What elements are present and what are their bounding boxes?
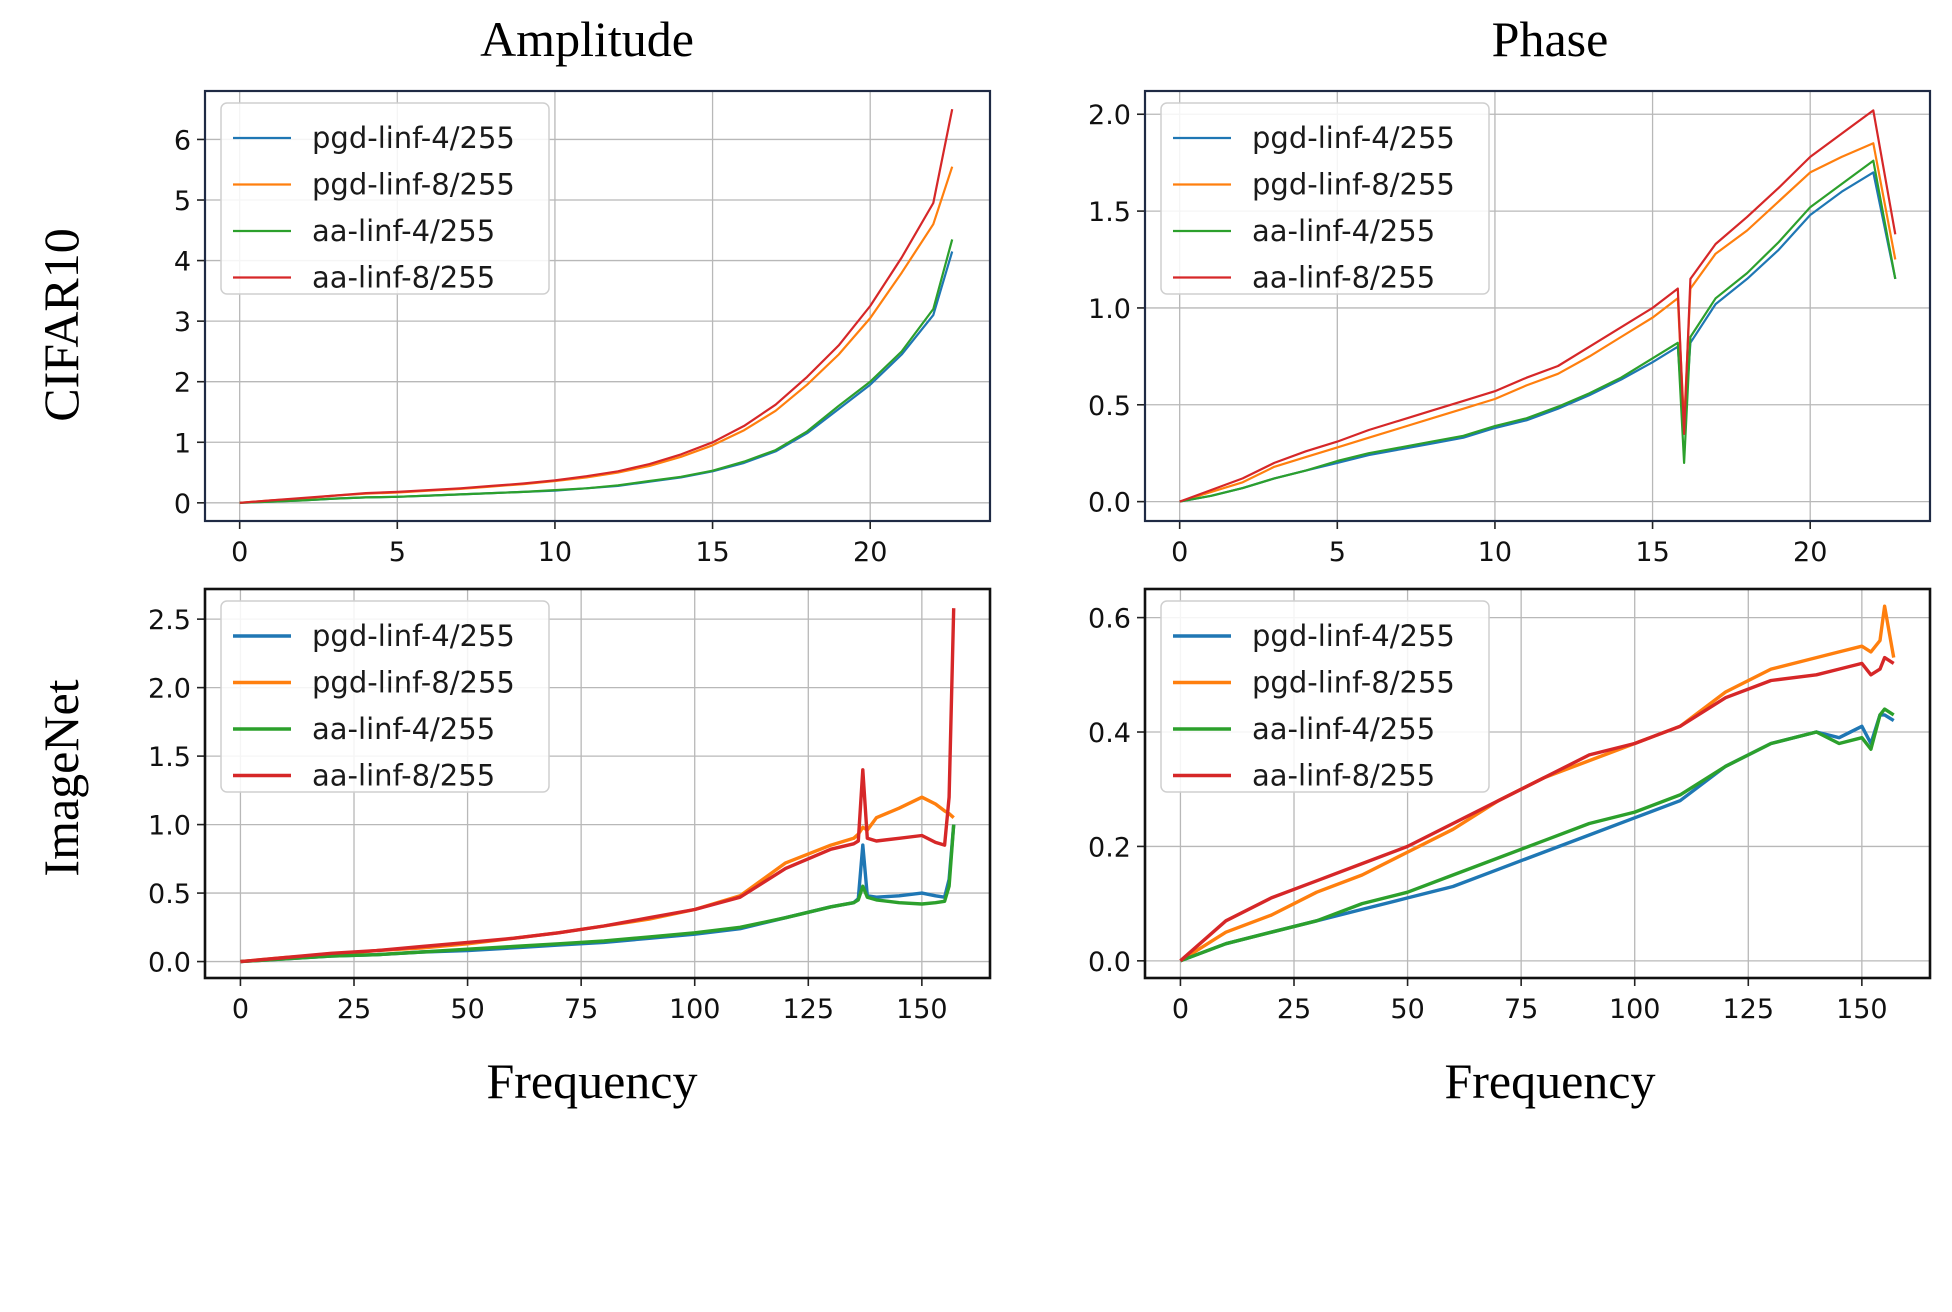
series-line-aa-linf-4-255 (239, 239, 954, 504)
y-tick-label: 0.5 (1088, 391, 1131, 422)
series-line-aa-linf-8-255 (239, 108, 954, 504)
x-tick-label: 15 (695, 537, 729, 568)
legend-label: aa-linf-4/255 (312, 712, 495, 746)
x-tick-label: 100 (1609, 994, 1661, 1025)
series-group (240, 608, 956, 964)
legend-box (1160, 102, 1490, 295)
panel-cifar-amplitude: 0 5 10 15 20 0 1 2 3 4 5 6 pgd-linf-4/255 pgd-linf-8/… (174, 89, 992, 568)
xlabel-amplitude: Frequency (486, 1053, 697, 1109)
legend-label: pgd-linf-4/255 (1252, 121, 1455, 155)
x-tick-label: 15 (1635, 537, 1669, 568)
legend-label: pgd-linf-4/255 (312, 121, 515, 155)
xlabel-phase: Frequency (1444, 1053, 1655, 1109)
series-line-aa-linf-4-255 (240, 824, 956, 964)
y-tick-label: 0.2 (1088, 832, 1131, 863)
y-tick-label: 1 (174, 428, 191, 459)
y-tick-label: 5 (174, 186, 191, 217)
x-tick-label: 5 (389, 537, 406, 568)
y-tick-label: 0 (174, 489, 191, 520)
legend-label: aa-linf-8/255 (312, 261, 495, 295)
legend-label: aa-linf-4/255 (312, 214, 495, 248)
y-tick-label: 4 (174, 247, 191, 278)
y-tick-label: 3 (174, 307, 191, 338)
x-tick-label: 125 (783, 994, 835, 1025)
series-group (1179, 109, 1897, 503)
legend-box (220, 600, 550, 793)
legend-box (220, 102, 550, 295)
x-tick-label: 50 (450, 994, 484, 1025)
y-tick-label: 1.0 (1088, 294, 1131, 325)
y-tick-label: 2.5 (148, 605, 191, 636)
x-tick-label: 75 (1504, 994, 1538, 1025)
y-tick-label: 0.0 (1088, 488, 1131, 519)
legend-label: pgd-linf-8/255 (312, 666, 515, 700)
y-tick-label: 1.5 (148, 742, 191, 773)
x-tick-label: 100 (669, 994, 721, 1025)
x-tick-label: 150 (896, 994, 948, 1025)
axes-frame (203, 89, 992, 523)
col-title-amplitude: Amplitude (480, 11, 694, 67)
series-line-aa-linf-8-255 (1179, 109, 1897, 503)
x-tick-label: 10 (1478, 537, 1512, 568)
series-line-pgd-linf-8-255 (240, 795, 955, 964)
legend-label: aa-linf-8/255 (1252, 759, 1435, 793)
y-tick-label: 6 (174, 125, 191, 156)
x-tick-label: 150 (1836, 994, 1888, 1025)
series-line-pgd-linf-4-255 (1179, 713, 1895, 963)
row-label-cifar10: CIFAR10 (33, 228, 89, 422)
y-tick-label: 1.5 (1088, 197, 1131, 228)
legend-label: pgd-linf-4/255 (1252, 619, 1455, 653)
series-line-pgd-linf-8-255 (1179, 142, 1897, 503)
x-tick-label: 25 (337, 994, 371, 1025)
x-tick-label: 50 (1390, 994, 1424, 1025)
legend-box (1160, 600, 1490, 793)
y-tick-label: 2 (174, 368, 191, 399)
x-tick-label: 5 (1329, 537, 1346, 568)
x-tick-label: 20 (1793, 537, 1827, 568)
x-tick-label: 0 (1171, 537, 1188, 568)
x-tick-label: 25 (1277, 994, 1311, 1025)
series-line-aa-linf-4-255 (1179, 159, 1897, 503)
x-tick-label: 0 (232, 994, 249, 1025)
row-label-imagenet: ImageNet (33, 679, 89, 876)
panel-imagenet-amplitude: 0 25 50 75 100 125 150 0.0 0.5 1.0 1.5 2.0 2.5 pgd-li… (148, 587, 992, 1025)
legend-label: pgd-linf-4/255 (312, 619, 515, 653)
y-tick-label: 2.0 (148, 674, 191, 705)
y-tick-label: 0.0 (1088, 947, 1131, 978)
legend-label: aa-linf-4/255 (1252, 214, 1435, 248)
axes-frame (1143, 587, 1932, 980)
legend-label: aa-linf-8/255 (312, 759, 495, 793)
x-tick-label: 10 (538, 537, 572, 568)
y-tick-label: 1.0 (148, 811, 191, 842)
series-group (239, 108, 954, 504)
legend-label: pgd-linf-8/255 (1252, 666, 1455, 700)
y-tick-label: 0.5 (148, 879, 191, 910)
series-line-aa-linf-4-255 (1179, 707, 1895, 963)
x-tick-label: 20 (853, 537, 887, 568)
panel-imagenet-phase: 0 25 50 75 100 125 150 0.0 0.2 0.4 0.6 pgd-linf-4/2… (1088, 587, 1932, 1025)
x-tick-label: 0 (1172, 994, 1189, 1025)
col-title-phase: Phase (1492, 11, 1609, 67)
legend-label: pgd-linf-8/255 (312, 168, 515, 202)
series-line-aa-linf-8-255 (1179, 655, 1895, 963)
legend-label: pgd-linf-8/255 (1252, 168, 1455, 202)
x-tick-label: 125 (1723, 994, 1775, 1025)
legend-label: aa-linf-4/255 (1252, 712, 1435, 746)
y-tick-label: 0.6 (1088, 604, 1131, 635)
x-tick-label: 0 (231, 537, 248, 568)
y-tick-label: 0.0 (148, 948, 191, 979)
series-group (1179, 604, 1896, 963)
series-line-aa-linf-8-255 (240, 608, 956, 964)
panel-cifar-phase: 0 5 10 15 20 0.0 0.5 1.0 1.5 2.0 pgd-linf-4/255 pgd… (1088, 89, 1932, 568)
legend-label: aa-linf-8/255 (1252, 261, 1435, 295)
axes-frame (203, 587, 992, 980)
y-tick-label: 2.0 (1088, 100, 1131, 131)
y-tick-label: 0.4 (1088, 718, 1131, 749)
x-tick-label: 75 (564, 994, 598, 1025)
axes-frame (1143, 89, 1932, 523)
